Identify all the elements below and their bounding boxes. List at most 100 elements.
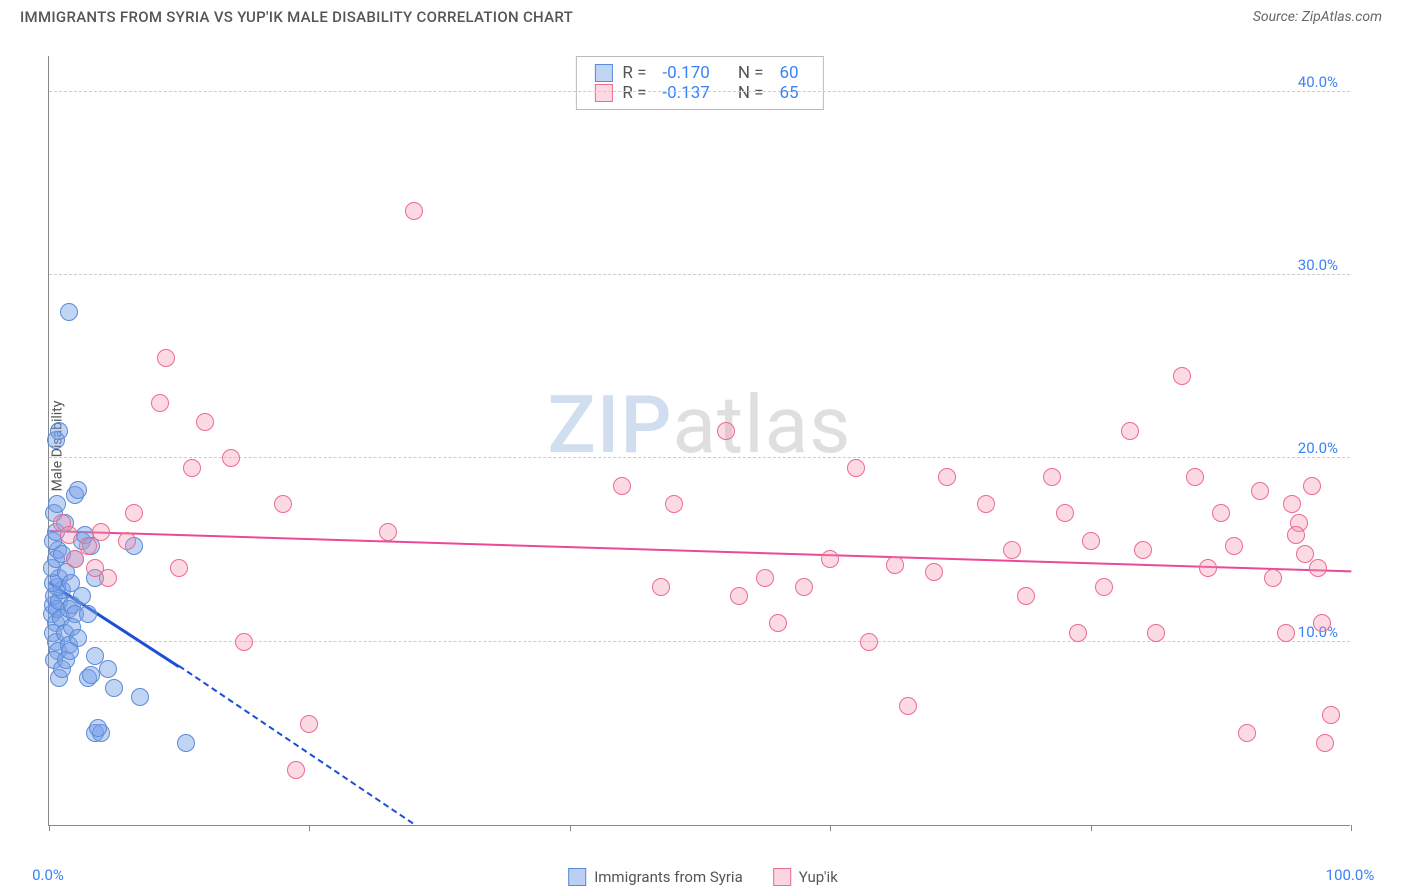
legend-label: Immigrants from Syria	[594, 868, 743, 886]
correlation-stats-box: R = -0.170 N = 60R = -0.137 N = 65	[575, 56, 823, 110]
data-point	[1296, 545, 1314, 563]
scatter-plot-area: ZIPatlas R =-0.170N =60R =-0.137N =65 10…	[48, 56, 1350, 826]
data-point	[847, 459, 865, 477]
data-point	[795, 578, 813, 596]
data-point	[125, 504, 143, 522]
data-point	[652, 578, 670, 596]
data-point	[756, 569, 774, 587]
data-point	[79, 537, 97, 555]
legend-swatch	[568, 868, 586, 886]
x-tick-label: 0.0%	[32, 866, 64, 884]
data-point	[50, 422, 68, 440]
data-point	[48, 495, 66, 513]
data-point	[235, 633, 253, 651]
data-point	[1251, 482, 1269, 500]
data-point	[938, 468, 956, 486]
data-point	[157, 349, 175, 367]
gridline	[49, 91, 1350, 92]
x-tick	[1351, 825, 1352, 831]
trend-line-extrapolated	[179, 666, 414, 825]
data-point	[183, 459, 201, 477]
series-swatch	[594, 64, 612, 82]
data-point	[1199, 559, 1217, 577]
data-point	[1303, 477, 1321, 495]
data-point	[1173, 367, 1191, 385]
legend-swatch	[773, 868, 791, 886]
x-tick	[49, 825, 50, 831]
stats-row: R = -0.170 N = 60	[594, 63, 804, 83]
data-point	[1186, 468, 1204, 486]
data-point	[131, 688, 149, 706]
data-point	[405, 202, 423, 220]
stats-row: R =-0.137N =65	[594, 83, 804, 103]
data-point	[1121, 422, 1139, 440]
data-point	[79, 605, 97, 623]
data-point	[1069, 624, 1087, 642]
data-point	[1238, 724, 1256, 742]
data-point	[60, 303, 78, 321]
data-point	[69, 481, 87, 499]
data-point	[1003, 541, 1021, 559]
data-point	[1309, 559, 1327, 577]
data-point	[1264, 569, 1282, 587]
chart-title: IMMIGRANTS FROM SYRIA VS YUP'IK MALE DIS…	[20, 8, 573, 26]
stat-r-label: R =	[622, 63, 646, 83]
series-swatch	[594, 84, 612, 102]
data-point	[1212, 504, 1230, 522]
data-point	[105, 679, 123, 697]
data-point	[170, 559, 188, 577]
data-point	[1082, 532, 1100, 550]
data-point	[1056, 504, 1074, 522]
stat-r-label: R =	[622, 83, 646, 103]
data-point	[1147, 624, 1165, 642]
data-point	[1043, 468, 1061, 486]
data-point	[92, 523, 110, 541]
data-point	[613, 477, 631, 495]
data-point	[151, 394, 169, 412]
x-tick	[1091, 825, 1092, 831]
x-tick	[309, 825, 310, 831]
data-point	[860, 633, 878, 651]
data-point	[1134, 541, 1152, 559]
data-point	[222, 449, 240, 467]
data-point	[118, 532, 136, 550]
x-tick	[830, 825, 831, 831]
stat-r-value: -0.137	[662, 83, 709, 103]
data-point	[99, 569, 117, 587]
data-point	[99, 660, 117, 678]
trend-line	[49, 530, 1351, 572]
stat-n-label: N =	[738, 63, 764, 83]
data-point	[60, 526, 78, 544]
stat-n-value: 60	[780, 63, 799, 83]
series-legend: Immigrants from Syria Yup'ik	[568, 868, 838, 886]
data-point	[769, 614, 787, 632]
gridline	[49, 457, 1350, 458]
y-tick-label: 20.0%	[1298, 439, 1338, 457]
data-point	[300, 715, 318, 733]
data-point	[899, 697, 917, 715]
data-point	[274, 495, 292, 513]
data-point	[1322, 706, 1340, 724]
data-point	[1277, 624, 1295, 642]
data-point	[196, 413, 214, 431]
x-tick-label: 100.0%	[1326, 866, 1375, 884]
legend-label: Yup'ik	[799, 868, 838, 886]
gridline	[49, 274, 1350, 275]
legend-item: Yup'ik	[773, 868, 838, 886]
stat-r-value: -0.170	[662, 63, 709, 83]
data-point	[177, 734, 195, 752]
y-tick-label: 30.0%	[1298, 256, 1338, 274]
data-point	[821, 550, 839, 568]
data-point	[62, 574, 80, 592]
data-point	[379, 523, 397, 541]
data-point	[61, 642, 79, 660]
x-tick	[570, 825, 571, 831]
stat-n-value: 65	[780, 83, 799, 103]
legend-item: Immigrants from Syria	[568, 868, 743, 886]
source-attribution: Source: ZipAtlas.com	[1253, 9, 1382, 25]
data-point	[977, 495, 995, 513]
data-point	[1095, 578, 1113, 596]
y-tick-label: 40.0%	[1298, 73, 1338, 91]
data-point	[82, 666, 100, 684]
chart-header: IMMIGRANTS FROM SYRIA VS YUP'IK MALE DIS…	[0, 0, 1406, 30]
